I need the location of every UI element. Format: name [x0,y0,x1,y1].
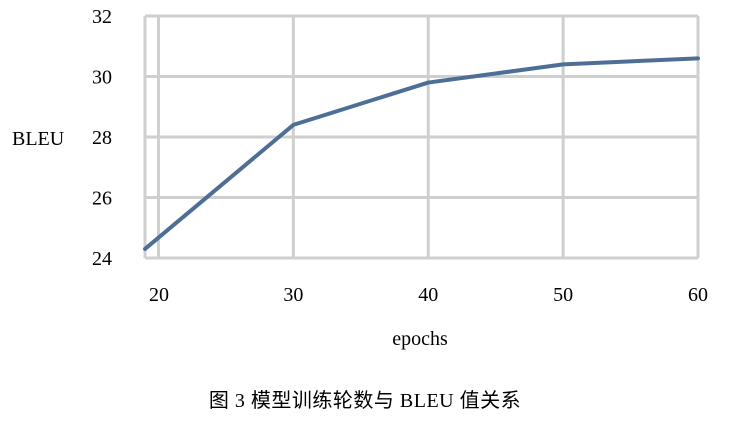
y-tick-label: 30 [92,67,112,89]
series-layer [143,56,700,251]
grid [143,14,700,260]
x-tick-label: 30 [283,284,303,306]
figure-caption: 图 3 模型训练轮数与 BLEU 值关系 [208,390,522,412]
data-point [426,81,430,85]
y-tick-label: 24 [92,248,112,270]
x-axis-ticks: 20 30 40 50 60 [149,284,708,306]
y-tick-label: 32 [92,6,112,28]
y-axis-label: BLEU [12,128,65,150]
line-chart: 24 26 28 30 32 20 30 40 50 60 BLEU epochs [12,6,708,350]
data-point [561,62,565,66]
y-tick-label: 26 [92,188,112,210]
data-point [143,247,147,251]
x-tick-label: 60 [688,284,708,306]
x-tick-label: 50 [553,284,573,306]
x-tick-label: 20 [149,284,169,306]
x-tick-label: 40 [418,284,438,306]
y-axis-ticks: 24 26 28 30 32 [92,6,112,270]
data-point [696,56,700,60]
data-point [291,123,295,127]
x-axis-label: epochs [392,328,448,350]
series-line-bleu [143,56,700,251]
y-tick-label: 28 [92,127,112,149]
